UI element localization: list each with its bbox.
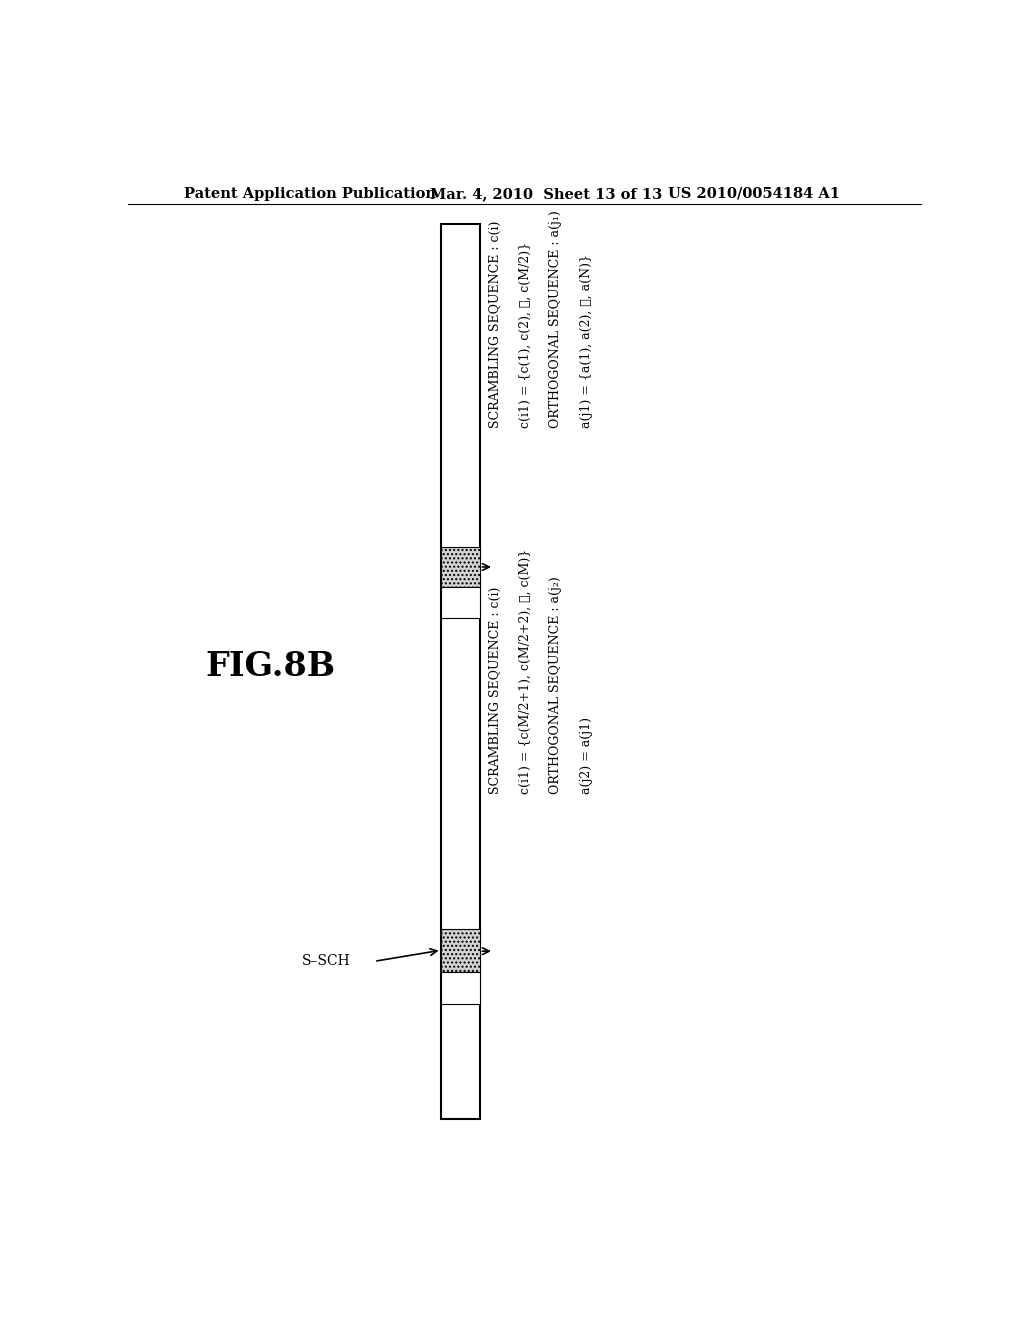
Bar (441, 224, 479, 1119)
Text: c(i1) = {c(M/2+1), c(M/2+2), ⋯, c(M)}: c(i1) = {c(M/2+1), c(M/2+2), ⋯, c(M)} (519, 548, 532, 793)
Text: US 2010/0054184 A1: US 2010/0054184 A1 (668, 187, 840, 201)
Text: FIG.8B: FIG.8B (206, 651, 336, 684)
Text: a(j2) = a(j1): a(j2) = a(j1) (580, 717, 593, 793)
Text: S–SCH: S–SCH (302, 954, 350, 969)
Text: c(i1) = {c(1), c(2), ⋯, c(M/2)}: c(i1) = {c(1), c(2), ⋯, c(M/2)} (519, 242, 532, 428)
Text: SCRAMBLING SEQUENCE : c(i): SCRAMBLING SEQUENCE : c(i) (489, 586, 502, 793)
Bar (441, 972, 479, 1005)
Bar (441, 587, 479, 618)
Text: SCRAMBLING SEQUENCE : c(i): SCRAMBLING SEQUENCE : c(i) (489, 220, 502, 428)
Text: Patent Application Publication: Patent Application Publication (183, 187, 435, 201)
Bar (441, 546, 479, 587)
Text: ORTHOGONAL SEQUENCE : a(j₁): ORTHOGONAL SEQUENCE : a(j₁) (550, 210, 562, 428)
Text: ORTHOGONAL SEQUENCE : a(j₂): ORTHOGONAL SEQUENCE : a(j₂) (550, 576, 562, 793)
Bar (441, 929, 479, 972)
Text: Mar. 4, 2010  Sheet 13 of 13: Mar. 4, 2010 Sheet 13 of 13 (430, 187, 662, 201)
Text: a(j1) = {a(1), a(2), ⋯, a(N)}: a(j1) = {a(1), a(2), ⋯, a(N)} (580, 253, 593, 428)
